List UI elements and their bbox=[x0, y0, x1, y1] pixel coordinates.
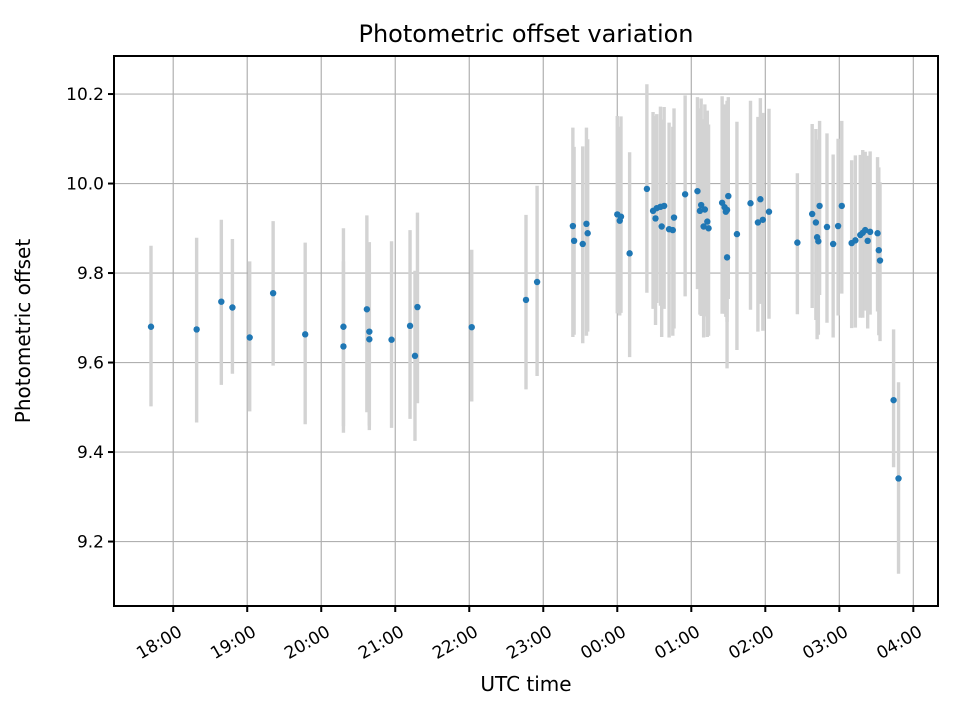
data-point bbox=[570, 237, 578, 245]
y-tick-label-9.6: 9.6 bbox=[77, 354, 104, 374]
data-point bbox=[876, 257, 884, 264]
data-point bbox=[246, 334, 253, 341]
x-tick-label-02:00: 02:00 bbox=[725, 622, 777, 664]
data-point bbox=[862, 226, 869, 234]
plot-border bbox=[113, 55, 939, 607]
x-tick-label-18:00: 18:00 bbox=[133, 622, 185, 664]
data-point bbox=[733, 230, 741, 238]
data-point bbox=[366, 328, 373, 335]
data-point bbox=[669, 226, 676, 234]
data-point bbox=[834, 222, 842, 230]
y-tick-label-10.0: 10.0 bbox=[66, 175, 104, 195]
data-point bbox=[366, 336, 373, 343]
data-point bbox=[705, 225, 712, 232]
data-point bbox=[670, 214, 678, 221]
x-tick-label-19:00: 19:00 bbox=[207, 622, 259, 664]
data-point bbox=[723, 254, 731, 261]
data-point bbox=[874, 230, 881, 237]
x-tick-label-23:00: 23:00 bbox=[503, 622, 555, 664]
data-point bbox=[652, 215, 659, 222]
data-point bbox=[406, 322, 414, 330]
data-point bbox=[808, 210, 816, 218]
data-point bbox=[829, 240, 837, 248]
data-point bbox=[411, 352, 419, 360]
data-point bbox=[757, 196, 764, 203]
data-point bbox=[533, 278, 541, 286]
data-point bbox=[890, 396, 897, 404]
data-point bbox=[852, 237, 859, 244]
data-point bbox=[895, 475, 902, 482]
data-point bbox=[269, 289, 277, 297]
data-point bbox=[583, 220, 590, 228]
data-point bbox=[704, 218, 711, 225]
data-point bbox=[229, 304, 236, 311]
data-point bbox=[816, 202, 823, 210]
data-point bbox=[747, 200, 754, 207]
data-point bbox=[626, 250, 633, 257]
data-point bbox=[697, 201, 705, 209]
data-point bbox=[723, 206, 731, 214]
y-tick-label-10.2: 10.2 bbox=[66, 85, 104, 105]
data-point bbox=[823, 223, 831, 231]
data-point bbox=[147, 323, 155, 330]
chart-title: Photometric offset variation bbox=[358, 20, 693, 48]
data-point bbox=[522, 296, 530, 304]
y-tick-label-9.4: 9.4 bbox=[77, 443, 104, 463]
x-tick-label-04:00: 04:00 bbox=[873, 622, 925, 664]
tick-layer bbox=[108, 93, 915, 612]
data-point bbox=[658, 223, 665, 230]
data-point bbox=[875, 247, 882, 254]
errorbar-layer bbox=[149, 84, 901, 574]
data-point bbox=[700, 223, 707, 230]
data-point bbox=[759, 216, 767, 223]
data-point bbox=[754, 219, 762, 226]
data-point bbox=[643, 185, 651, 193]
data-point bbox=[301, 331, 309, 338]
data-point bbox=[681, 191, 689, 198]
data-point bbox=[660, 202, 668, 210]
x-tick-label-21:00: 21:00 bbox=[355, 622, 407, 664]
x-tick-label-22:00: 22:00 bbox=[429, 622, 481, 664]
data-point bbox=[794, 239, 801, 246]
data-point bbox=[725, 192, 732, 200]
data-point bbox=[388, 336, 395, 343]
data-point bbox=[340, 343, 347, 350]
x-tick-label-20:00: 20:00 bbox=[281, 622, 333, 664]
data-point bbox=[584, 230, 591, 237]
data-point bbox=[694, 187, 701, 195]
data-point bbox=[815, 238, 822, 245]
x-tick-label-01:00: 01:00 bbox=[651, 622, 703, 664]
x-tick-label-03:00: 03:00 bbox=[799, 622, 851, 664]
y-tick-label-9.2: 9.2 bbox=[77, 533, 104, 553]
data-point bbox=[193, 326, 200, 333]
data-point bbox=[812, 219, 820, 226]
x-axis-label: UTC time bbox=[480, 672, 571, 696]
y-tick-label-9.8: 9.8 bbox=[77, 264, 104, 284]
data-point bbox=[218, 298, 225, 305]
data-point bbox=[765, 208, 773, 215]
y-axis-label: Photometric offset bbox=[11, 239, 35, 424]
point-layer bbox=[147, 185, 902, 482]
data-point bbox=[414, 303, 421, 311]
data-point bbox=[838, 202, 845, 210]
data-point bbox=[363, 306, 371, 313]
data-point bbox=[696, 207, 704, 215]
data-point bbox=[701, 206, 709, 213]
data-point bbox=[340, 323, 347, 330]
data-point bbox=[569, 222, 577, 230]
data-point bbox=[864, 237, 871, 245]
data-point bbox=[866, 228, 874, 236]
data-point bbox=[468, 323, 475, 331]
data-point bbox=[617, 213, 625, 220]
data-point bbox=[579, 240, 586, 248]
x-tick-label-00:00: 00:00 bbox=[577, 622, 629, 664]
